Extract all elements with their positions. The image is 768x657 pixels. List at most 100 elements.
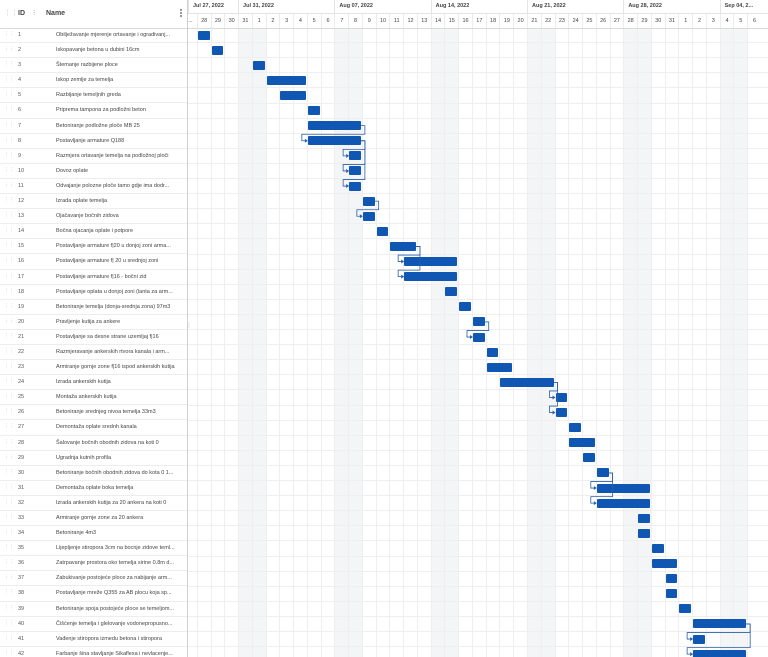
dependency-link[interactable] [342,140,366,187]
task-name[interactable]: Postavljanje armature f|16 - bočni zid [56,273,147,280]
task-bar[interactable] [349,151,361,161]
task-bar[interactable] [651,559,678,569]
task-name[interactable]: Farbanje šina stavljanje Sikaflexa i nev… [56,650,173,657]
row-drag-handle-icon[interactable]: ⋮⋮ [4,31,14,37]
task-bar[interactable] [665,589,678,599]
task-bar[interactable] [307,106,320,116]
task-name[interactable]: Betoniranje bočnih obodnih zidova do kot… [56,469,174,476]
row-drag-handle-icon[interactable]: ⋮⋮ [4,257,14,264]
task-row[interactable]: ⋮⋮ 6 Priprema tampona za podložni beton [0,103,187,119]
row-drag-handle-icon[interactable]: ⋮⋮ [4,302,14,309]
task-row[interactable]: ⋮⋮ 30 Betoniranje bočnih obodnih zidova do… [0,466,187,481]
task-name[interactable]: Betoniranje temelja (donja-srednja zona)… [56,303,171,310]
task-name[interactable]: Postavljanje armature Q188 [56,137,125,144]
row-drag-handle-icon[interactable]: ⋮⋮ [4,272,14,279]
task-bar[interactable] [486,347,499,357]
column-header-name[interactable]: Name [46,10,66,17]
column-header-id[interactable]: ID [18,10,25,17]
task-row[interactable]: ⋮⋮ 17 Postavljanje armature f|16 - bočni z… [0,270,187,285]
row-drag-handle-icon[interactable]: ⋮⋮ [4,393,14,400]
task-row[interactable]: ⋮⋮ 11 Odvajanje polozne ploče tamo gdje im… [0,179,187,195]
task-row[interactable]: ⋮⋮ 4 Iskop zemlje za temelja [0,73,187,89]
task-bar[interactable] [638,528,650,538]
task-name[interactable]: Izrada ankerskih kutija [56,379,111,386]
task-bar[interactable] [349,181,361,191]
row-drag-handle-icon[interactable]: ⋮⋮ [4,619,14,626]
row-drag-handle-icon[interactable]: ⋮⋮ [4,76,14,83]
task-row[interactable]: ⋮⋮ 29 Ugradnja kutnih profila [0,451,187,466]
task-bar[interactable] [596,468,609,478]
row-drag-handle-icon[interactable]: ⋮⋮ [4,332,14,339]
task-row[interactable]: ⋮⋮ 28 Šalovanje bočnih obodnih zidova na k… [0,436,187,451]
task-row[interactable]: ⋮⋮ 24 Izrada ankerskih kutija [0,375,187,391]
row-drag-handle-icon[interactable]: ⋮⋮ [4,317,14,324]
row-drag-handle-icon[interactable]: ⋮⋮ [4,61,14,68]
task-name[interactable]: Ojačavanje bočnih zidova [56,213,119,220]
row-drag-handle-icon[interactable]: ⋮⋮ [4,181,14,188]
task-name[interactable]: Razmjera ortavanje temelja na podložnoj … [56,152,169,159]
task-bar[interactable] [693,619,747,629]
task-row[interactable]: ⋮⋮ 14 Bočna ojacanja oplate i potpore [0,224,187,240]
task-bar[interactable] [693,649,747,657]
row-drag-handle-icon[interactable]: ⋮⋮ [4,468,14,475]
task-row[interactable]: ⋮⋮ 42 Farbanje šina stavljanje Sikaflexa i… [0,647,187,657]
task-name[interactable]: Vađenje stiropora izmedu betona i stirop… [56,635,162,642]
task-bar[interactable] [638,513,650,523]
task-name[interactable]: Postavljanje armature f| 20 u srednjoj z… [56,258,159,265]
task-row[interactable]: ⋮⋮ 40 Čišćenje temelja i glelovanje vodone… [0,617,187,632]
task-name[interactable]: Demontaža oplate boka temelja [56,484,134,491]
task-row[interactable]: ⋮⋮ 2 Iskopavanje betona u dubini 16cm [0,43,187,59]
task-name[interactable]: Postavljanje oplata u donjoj zoni (lanta… [56,288,173,295]
dependency-link[interactable] [397,246,421,278]
task-bar[interactable] [472,317,485,327]
task-row[interactable]: ⋮⋮ 13 Ojačavanje bočnih zidova [0,209,187,225]
task-bar[interactable] [197,30,210,40]
task-row[interactable]: ⋮⋮ 38 Postavljanje mreže Q355 za AB plocu … [0,586,187,602]
dependency-link[interactable] [549,381,558,398]
row-drag-handle-icon[interactable]: ⋮⋮ [4,498,14,505]
dependency-link[interactable] [686,623,751,640]
task-row[interactable]: ⋮⋮ 5 Razbijanje temeljnih greda [0,88,187,104]
dependency-link[interactable] [301,125,366,142]
task-bar[interactable] [307,121,361,131]
row-drag-handle-icon[interactable]: ⋮⋮ [4,529,14,536]
task-name[interactable]: Zatrpavanje prostora oko temelja sirine … [56,560,175,567]
row-drag-handle-icon[interactable]: ⋮⋮ [4,649,14,656]
task-name[interactable]: Betoniranje 4m3 [56,530,97,537]
task-name[interactable]: Pravljenje kutija za ankere [56,318,121,325]
dependency-link[interactable] [342,140,366,157]
task-bar[interactable] [459,302,471,312]
task-name[interactable]: Čišćenje temelja i glelovanje vodoneprop… [56,620,173,627]
task-bar[interactable] [404,257,458,267]
row-drag-handle-icon[interactable]: ⋮⋮ [4,91,14,98]
task-row[interactable]: ⋮⋮ 32 Izrada ankerskih kutija za 20 ankera… [0,496,187,511]
task-name[interactable]: Betoniranje spoja postojeće ploce se tem… [56,605,175,612]
splitter-handle-icon[interactable]: ⋮ [186,323,192,329]
task-name[interactable]: Razmjeravanje ankerskih rtvora kanala i … [56,348,170,355]
task-row[interactable]: ⋮⋮ 1 Obilježavanje mjerenje ortavanje i og… [0,28,187,44]
task-row[interactable]: ⋮⋮ 26 Betoniranje srednjeg nivoa temelja 3… [0,405,187,421]
task-row[interactable]: ⋮⋮ 8 Postavljanje armature Q188 [0,134,187,149]
task-name[interactable]: Montaža ankerskih kutija [56,394,117,401]
row-drag-handle-icon[interactable]: ⋮⋮ [4,212,14,219]
task-row[interactable]: ⋮⋮ 3 Štemanje razbijene ploce [0,58,187,74]
row-drag-handle-icon[interactable]: ⋮⋮ [4,559,14,566]
task-bar[interactable] [651,543,664,553]
task-row[interactable]: ⋮⋮ 20 Pravljenje kutija za ankere [0,315,187,330]
task-row[interactable]: ⋮⋮ 33 Armiranje gornje zone za 20 ankera [0,511,187,527]
task-name[interactable]: Postavljanje mreže Q355 za AB plocu koja… [56,590,172,597]
task-bar[interactable] [307,136,361,146]
row-drag-handle-icon[interactable]: ⋮⋮ [4,197,14,204]
task-row[interactable]: ⋮⋮ 31 Demontaža oplate boka temelja [0,481,187,496]
task-name[interactable]: Priprema tampona za podložni beton [56,107,146,114]
task-bar[interactable] [211,45,224,55]
task-name[interactable]: Dovoz oplate [56,167,89,174]
task-name[interactable]: Odvajanje polozne ploče tamo gdje ima do… [56,182,170,189]
row-drag-handle-icon[interactable]: ⋮⋮ [4,106,14,113]
task-name[interactable]: Betoniranje srednjeg nivoa temelja 33m3 [56,409,156,416]
task-name[interactable]: Postavljanje sa desne strane uzemljaj f|… [56,333,159,340]
task-name[interactable]: Lijepljenje stiropora 3cm na bocnje zido… [56,545,175,552]
task-row[interactable]: ⋮⋮ 16 Postavljanje armature f| 20 u srednj… [0,254,187,270]
row-drag-handle-icon[interactable]: ⋮⋮ [4,121,14,128]
row-drag-handle-icon[interactable]: ⋮⋮ [4,453,14,460]
